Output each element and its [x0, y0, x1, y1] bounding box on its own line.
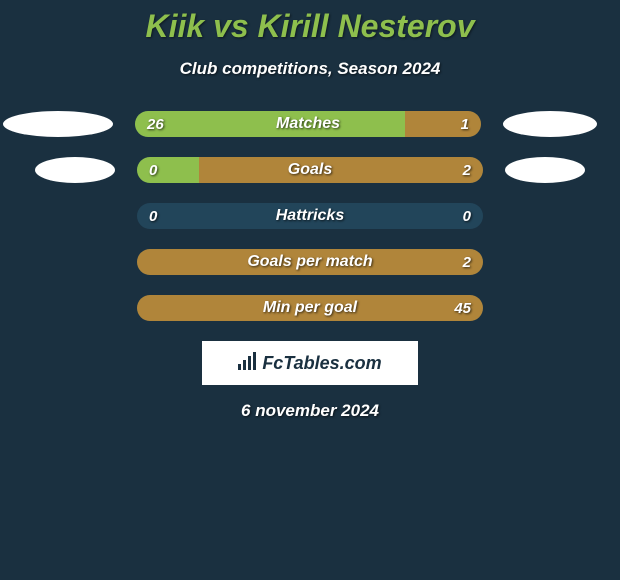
stat-bar: 2Goals per match: [137, 249, 483, 275]
bar-label: Goals per match: [137, 249, 483, 275]
stat-row: 02Goals: [0, 157, 620, 183]
team-badge-right: [503, 111, 597, 137]
date-text: 6 november 2024: [0, 401, 620, 421]
page-title: Kiik vs Kirill Nesterov: [0, 0, 620, 45]
stat-bar: 00Hattricks: [137, 203, 483, 229]
chart-icon: [238, 352, 258, 375]
stat-bar: 45Min per goal: [137, 295, 483, 321]
bar-label: Matches: [135, 111, 481, 137]
logo-text: FcTables.com: [262, 353, 381, 374]
team-badge-right: [505, 157, 585, 183]
stat-bar: 02Goals: [137, 157, 483, 183]
team-badge-left: [35, 157, 115, 183]
bar-label: Hattricks: [137, 203, 483, 229]
stat-row: 261Matches: [0, 111, 620, 137]
stat-rows: 261Matches 02Goals 00Hattricks 2Goals per m…: [0, 111, 620, 321]
team-badge-left: [3, 111, 113, 137]
stat-bar: 261Matches: [135, 111, 481, 137]
bar-label: Min per goal: [137, 295, 483, 321]
page-subtitle: Club competitions, Season 2024: [0, 59, 620, 79]
stat-row: 2Goals per match: [0, 249, 620, 275]
stat-row: 45Min per goal: [0, 295, 620, 321]
logo-box: FcTables.com: [202, 341, 418, 385]
bar-label: Goals: [137, 157, 483, 183]
stat-row: 00Hattricks: [0, 203, 620, 229]
